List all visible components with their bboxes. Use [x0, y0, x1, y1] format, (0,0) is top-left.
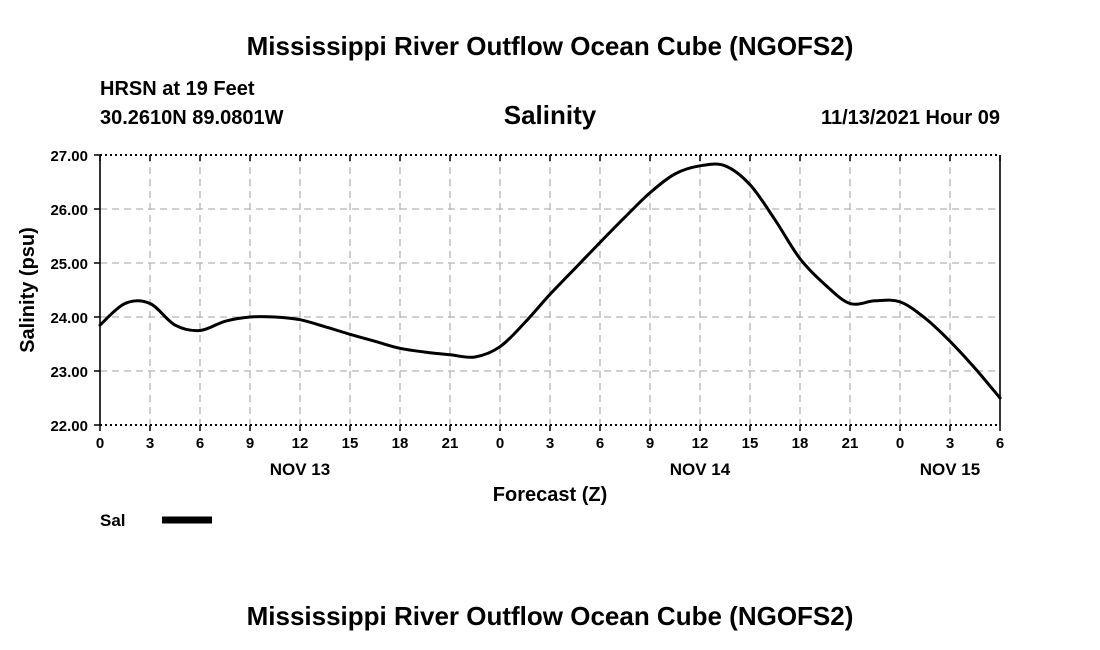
- x-tick-label: 6: [196, 435, 204, 452]
- x-tick-label: 18: [792, 435, 809, 452]
- x-tick-label: 6: [596, 435, 604, 452]
- series-layer: [98, 162, 1002, 400]
- x-axis-label: Forecast (Z): [493, 484, 607, 506]
- x-tick-label: 9: [646, 435, 654, 452]
- x-tick-label: 12: [692, 435, 709, 452]
- x-tick-label: 21: [442, 435, 459, 452]
- x-tick-label: 15: [742, 435, 759, 452]
- y-tick-label: 22.00: [50, 418, 88, 435]
- station-label: HRSN at 19 Feet: [100, 78, 255, 100]
- x-tick-label: 0: [96, 435, 104, 452]
- day-label: NOV 14: [670, 460, 731, 479]
- chart-main-title: Mississippi River Outflow Ocean Cube (NG…: [247, 31, 854, 61]
- footer-title: Mississippi River Outflow Ocean Cube (NG…: [247, 601, 854, 631]
- x-tick-label: 0: [496, 435, 504, 452]
- x-tick-label: 0: [896, 435, 904, 452]
- grid-lines: [100, 155, 1000, 425]
- day-label: NOV 13: [270, 460, 330, 479]
- x-tick-label: 3: [546, 435, 554, 452]
- day-label: NOV 15: [920, 460, 980, 479]
- forecast-datetime: 11/13/2021 Hour 09: [821, 107, 1000, 129]
- x-tick-label: 6: [996, 435, 1004, 452]
- station-coordinates: 30.2610N 89.0801W: [100, 107, 284, 129]
- x-tick-label: 3: [946, 435, 954, 452]
- y-axis-label: Salinity (psu): [17, 227, 39, 353]
- x-tick-label: 18: [392, 435, 409, 452]
- variable-title: Salinity: [504, 100, 597, 130]
- legend-label: Sal: [100, 511, 126, 530]
- x-tick-label: 15: [342, 435, 359, 452]
- series-line-sal: [98, 162, 1002, 400]
- x-tick-label: 3: [146, 435, 154, 452]
- y-tick-label: 24.00: [50, 310, 88, 327]
- x-tick-label: 21: [842, 435, 859, 452]
- x-tick-label: 9: [246, 435, 254, 452]
- axis-ticks: 22.00 23.00 24.00 25.00 26.00 27.00 0 3 6 9 12 15 18…: [50, 148, 1004, 479]
- y-tick-label: 26.00: [50, 202, 88, 219]
- y-tick-label: 27.00: [50, 148, 88, 165]
- y-tick-label: 23.00: [50, 364, 88, 381]
- x-tick-label: 12: [292, 435, 309, 452]
- y-tick-label: 25.00: [50, 256, 88, 273]
- legend: Sal: [100, 511, 212, 530]
